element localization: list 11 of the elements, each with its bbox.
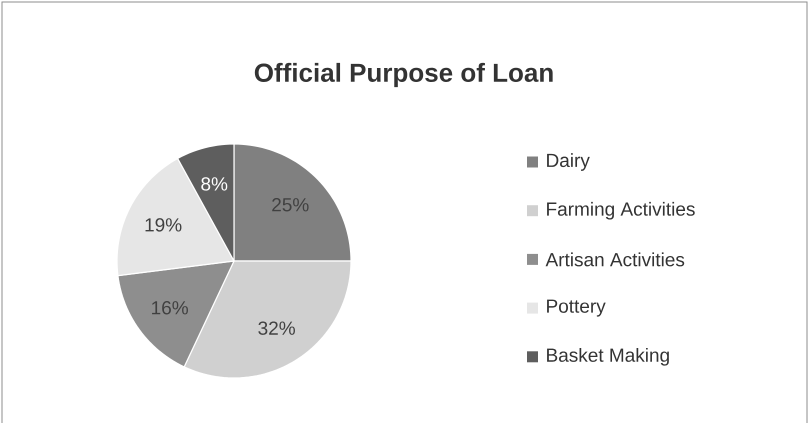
data-label: 8% [201,177,228,191]
data-label: 16% [152,301,188,315]
legend-label: Farming Activities [547,202,695,220]
data-label: 25% [272,198,309,212]
chart-title: Official Purpose of Loan [254,63,553,88]
data-label: 32% [258,322,295,336]
legend-label: Artisan Activities [546,252,684,267]
legend-label: Dairy [547,153,590,172]
legend-label: Pottery [547,300,606,317]
data-label: 19% [146,218,182,232]
legend-label: Basket Making [547,348,669,366]
